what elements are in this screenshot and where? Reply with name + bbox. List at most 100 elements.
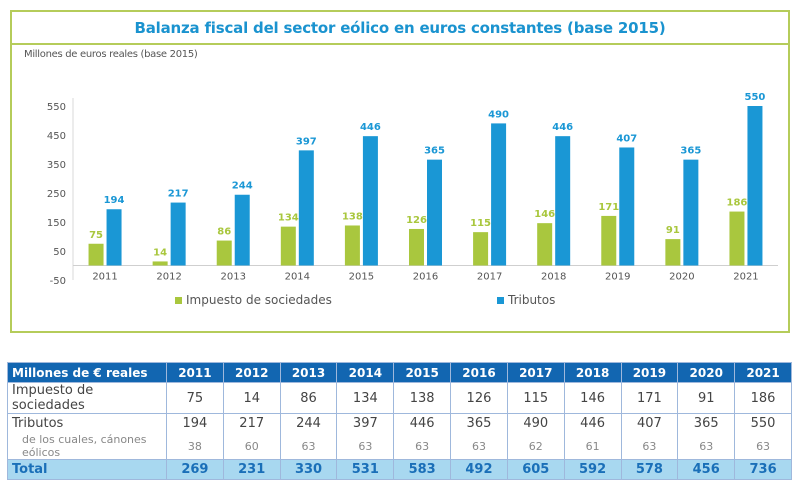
table-header-year: 2012 [222,362,281,383]
chart-title: Balanza fiscal del sector eólico en euro… [134,18,666,37]
table-cell: 86 [279,382,338,414]
total-cell: 592 [563,459,622,480]
table-row: Tributos 194 217 244 397 446 365 490 446 407 365 55… [7,413,792,433]
bar-tributos [491,123,507,266]
table-total-row: Total 269 231 330 531 583 492 605 592 578 456 736 [7,459,792,480]
y-tick-label: 250 [47,189,66,200]
total-cell: 269 [166,459,224,480]
x-tick-label: 2014 [285,272,310,283]
axes: 550 450 350 250 150 50 -50 2011 2012 2013 2014 2015… [47,98,778,287]
table-cell: 14 [222,382,281,414]
total-cell: 605 [506,459,565,480]
table-row: Impuesto de sociedades 75 14 86 134 138 126 115… [7,382,792,414]
data-label: 217 [168,189,189,200]
bar-impuesto [409,228,424,266]
table-cell: 397 [336,413,395,433]
table-cell: 446 [393,413,452,433]
y-tick-label: -50 [50,276,66,287]
table-header-year: 2015 [393,362,452,383]
table-cell: 365 [450,413,508,433]
legend-swatch-blue [497,296,504,304]
bar-impuesto [537,223,553,266]
table-cell: 91 [677,382,736,414]
table-cell: 134 [336,382,395,414]
bar-tributos [170,202,186,266]
table-header-year: 2017 [506,362,565,383]
row-label: Tributos [7,413,167,433]
bar-tributos [683,159,699,266]
total-cell: 736 [734,459,792,480]
data-label: 134 [278,213,299,224]
legend-item-tributos: Tributos [497,293,555,307]
table-header-year: 2011 [166,362,224,383]
data-label: 171 [598,202,619,213]
table-cell: 146 [563,382,622,414]
table-cell: 63 [336,433,395,460]
data-label: 550 [745,92,766,103]
table-header-row: Millones de € reales 2011 2012 2013 2014 201… [7,362,792,383]
bar-impuesto [473,232,489,266]
table-cell: 446 [563,413,622,433]
total-cell: 231 [222,459,281,480]
table-cell: 38 [166,433,224,460]
bar-impuesto [729,211,745,266]
table-cell: 115 [506,382,565,414]
data-label: 365 [680,146,701,157]
x-tick-label: 2017 [477,272,502,283]
total-cell: 330 [279,459,338,480]
row-label: Impuesto de sociedades [7,382,167,414]
table-cell: 550 [734,413,792,433]
bar-impuesto [152,261,168,266]
bar-tributos [106,209,122,266]
data-label: 365 [424,146,445,157]
data-label: 126 [406,215,427,226]
table-cell: 61 [563,433,622,460]
table-header-year: 2014 [336,362,395,383]
bar-tributos [747,106,763,266]
total-cell: 531 [336,459,395,480]
x-tick-label: 2011 [92,272,117,283]
total-cell: 583 [393,459,452,480]
total-cell: 492 [450,459,508,480]
bar-tributos [427,159,442,266]
table-cell: 63 [393,433,452,460]
table-header-year: 2019 [620,362,679,383]
x-tick-label: 2012 [156,272,181,283]
legend-swatch-green [175,296,182,304]
y-tick-label: 550 [47,102,66,113]
y-axis-label: Millones de euros reales (base 2015) [24,49,198,60]
y-tick-label: 150 [47,218,66,229]
bar-tributos [298,150,314,266]
y-tick-label: 350 [47,160,66,171]
legend-label: Impuesto de sociedades [186,293,332,307]
table-cell: 63 [450,433,508,460]
table-cell: 138 [393,382,452,414]
table-cell: 62 [506,433,565,460]
data-label: 138 [342,211,363,222]
total-cell: 456 [677,459,736,480]
table-row: de los cuales, cánones eólicos 38 60 63 63 63… [7,433,792,460]
data-label: 146 [534,209,555,220]
data-label: 186 [727,198,748,209]
table-cell: 407 [620,413,679,433]
table-cell: 63 [677,433,736,460]
legend-item-impuesto: Impuesto de sociedades [175,293,332,307]
bar-chart: 550 450 350 250 150 50 -50 2011 2012 2013 2014 2015… [47,92,778,287]
bar-impuesto [88,243,104,266]
table-cell: 63 [620,433,679,460]
x-tick-label: 2019 [605,272,630,283]
data-label: 244 [232,181,253,192]
table-cell: 60 [222,433,281,460]
x-tick-label: 2013 [221,272,246,283]
table-cell: 244 [279,413,338,433]
total-cell: 578 [620,459,679,480]
bar-impuesto [344,225,360,266]
table-header-year: 2021 [734,362,792,383]
chart-frame: Balanza fiscal del sector eólico en euro… [10,10,790,333]
row-label: de los cuales, cánones eólicos [7,433,167,460]
data-label: 446 [552,122,573,133]
table-cell: 365 [677,413,736,433]
table-header-label: Millones de € reales [7,362,167,383]
table-cell: 63 [279,433,338,460]
data-label: 194 [104,195,125,206]
